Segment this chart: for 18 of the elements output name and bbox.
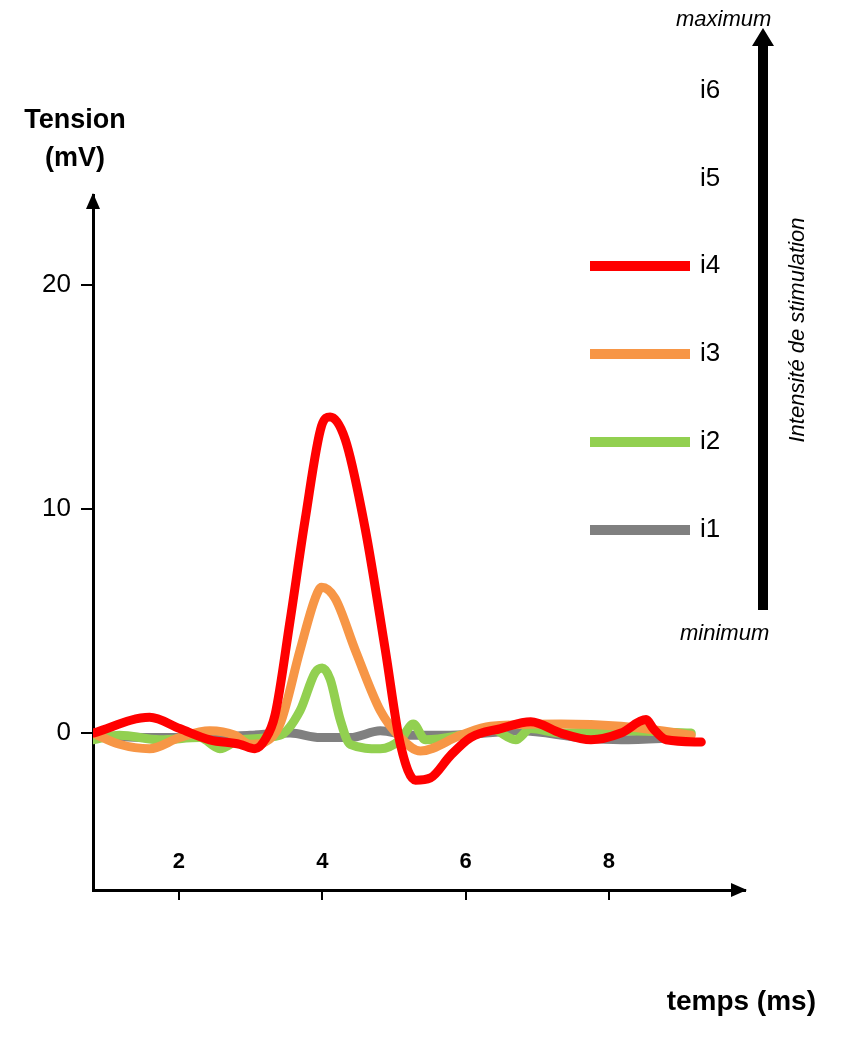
text: maximum	[676, 6, 772, 32]
text: i5	[700, 162, 721, 193]
y-tick-label: 10	[42, 492, 71, 523]
text: i6	[700, 74, 721, 105]
legend-label: i2	[700, 425, 721, 456]
legend-label: i3	[700, 337, 721, 368]
legend-label: i1	[700, 513, 721, 544]
y-tick-label: 20	[42, 267, 71, 298]
x-tick-label: 4	[316, 848, 330, 874]
legend-title: Intensité de stimulation	[784, 217, 810, 443]
x-tick-label: 2	[172, 848, 186, 874]
y-axis-title: Tension (mV)	[23, 103, 127, 174]
x-axis-title: temps (ms)	[666, 985, 816, 1017]
legend-label: i4	[700, 249, 721, 280]
x-tick-label: 6	[459, 848, 472, 874]
y-tick-label: 0	[56, 716, 71, 747]
annotation: minimum	[680, 620, 770, 646]
x-tick-label: 8	[602, 848, 615, 874]
